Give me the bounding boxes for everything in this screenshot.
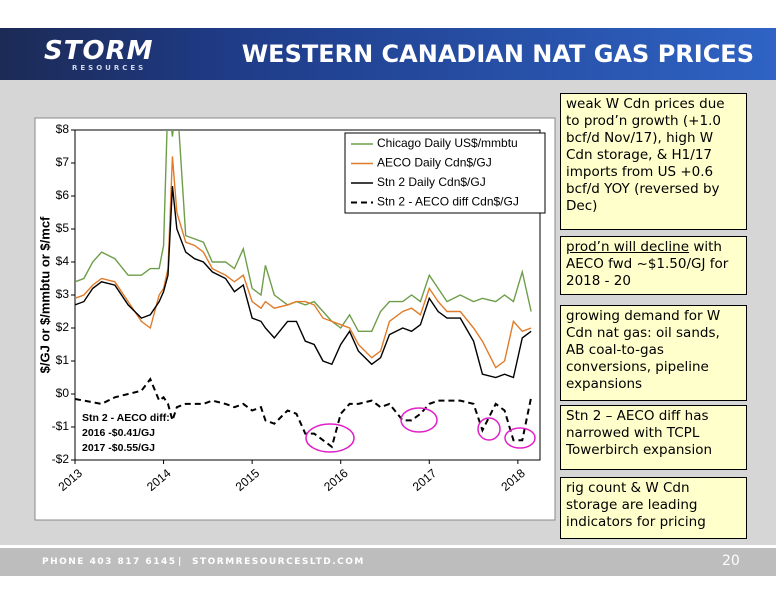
footer: PHONE 403 817 6145 | STORMRESOURCESLTD.C… [0, 548, 776, 576]
logo: STORM [44, 36, 154, 66]
page-number: 20 [722, 553, 740, 569]
note-text: with AECO fwd ~$1.50/GJ for 2018 - 20 [566, 239, 729, 289]
annotation: 2017 -$0.55/GJ [82, 442, 155, 454]
series-line [75, 156, 532, 369]
y-axis-label: $/GJ or $/mmbtu or $/mcf [37, 216, 52, 373]
legend-label: Stn 2 Daily Cdn$/GJ [377, 175, 486, 189]
note-underlined: prod’n will decline [566, 239, 690, 255]
legend-label: Chicago Daily US$/mmbtu [377, 136, 518, 150]
header-band [0, 28, 776, 80]
annotation: 2016 -$0.41/GJ [82, 427, 155, 439]
y-tick-label: -$1 [52, 419, 70, 433]
y-tick-label: $4 [56, 254, 70, 268]
plot-lines [75, 130, 533, 449]
legend-box [344, 132, 546, 214]
y-tick-label: $3 [56, 287, 70, 301]
note: weak W Cdn prices due to prod’n growth (… [560, 93, 747, 230]
footer-website: STORMRESOURCESLTD.COM [192, 557, 365, 567]
y-tick-label: $2 [56, 320, 70, 334]
slide-title: WESTERN CANADIAN NAT GAS PRICES [241, 40, 754, 68]
highlight-ellipse [504, 427, 536, 449]
footer-separator: | [178, 557, 183, 567]
y-tick-label: $0 [56, 386, 70, 400]
y-tick-label: $6 [56, 188, 70, 202]
series-line [75, 186, 532, 379]
logo-subtitle: RESOURCES [72, 64, 147, 72]
y-tick-label: $8 [56, 122, 70, 136]
highlight-ellipse [305, 423, 355, 453]
note: rig count & W Cdn storage are leading in… [560, 477, 747, 539]
y-tick-label: $1 [56, 353, 70, 367]
y-tick-label: $5 [56, 221, 70, 235]
y-tick-label: $7 [56, 155, 70, 169]
highlight-ellipse [400, 407, 438, 433]
annotation: Stn 2 - AECO diff: [82, 412, 170, 424]
footer-phone: PHONE 403 817 6145 [42, 557, 177, 567]
note: growing demand for W Cdn nat gas: oil sa… [560, 305, 747, 401]
legend-label: AECO Daily Cdn$/GJ [377, 156, 492, 170]
y-tick-label: -$2 [52, 452, 70, 466]
note: prod’n will decline with AECO fwd ~$1.50… [560, 236, 747, 295]
highlight-ellipse [477, 417, 501, 441]
legend-label: Stn 2 - AECO diff Cdn$/GJ [377, 195, 519, 209]
note: Stn 2 – AECO diff has narrowed with TCPL… [560, 405, 747, 470]
